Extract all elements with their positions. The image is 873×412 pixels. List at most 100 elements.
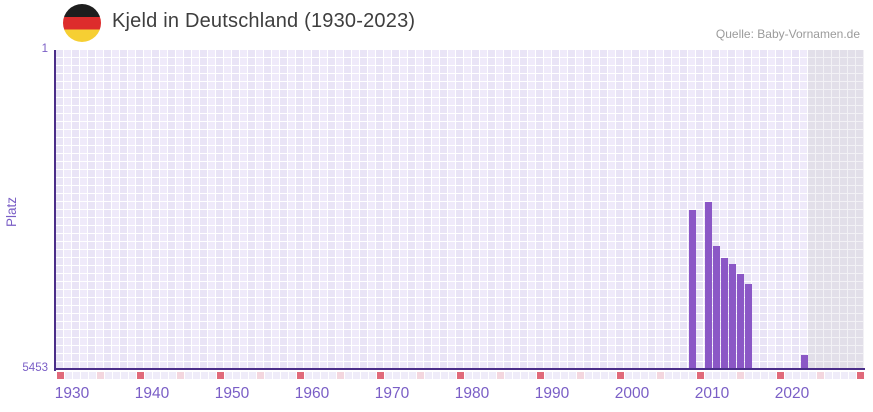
plot-area <box>56 50 864 369</box>
rank-bar-2013[interactable] <box>736 273 744 369</box>
timeline-cell <box>121 372 128 379</box>
chart-title: Kjeld in Deutschland (1930-2023) <box>112 10 416 32</box>
timeline-cell <box>193 372 200 379</box>
x-tick-label-1950: 1950 <box>214 385 250 402</box>
timeline-cell <box>201 372 208 379</box>
timeline-cell <box>809 372 816 379</box>
timeline-cell <box>409 372 416 379</box>
rank-bar-2021[interactable] <box>800 354 808 369</box>
decade-marker-cell <box>217 372 224 379</box>
timeline-cell <box>801 372 808 379</box>
timeline-cell <box>793 372 800 379</box>
timeline-cell <box>849 372 856 379</box>
timeline-cell <box>633 372 640 379</box>
x-tick-label-2020: 2020 <box>774 385 810 402</box>
mid-decade-marker-cell <box>97 372 104 379</box>
decade-marker-cell <box>697 372 704 379</box>
timeline-cell <box>473 372 480 379</box>
x-tick-label-1970: 1970 <box>374 385 410 402</box>
rank-bar-2012[interactable] <box>728 263 736 369</box>
mid-decade-marker-cell <box>737 372 744 379</box>
mid-decade-marker-cell <box>257 372 264 379</box>
rank-bar-2009[interactable] <box>704 202 712 369</box>
timeline-cell <box>89 372 96 379</box>
timeline-cell <box>233 372 240 379</box>
german-flag-icon <box>63 4 101 42</box>
timeline-cell <box>585 372 592 379</box>
timeline-cell <box>289 372 296 379</box>
decade-marker-cell <box>377 372 384 379</box>
x-tick-label-2000: 2000 <box>614 385 650 402</box>
timeline-cell <box>665 372 672 379</box>
timeline-cell <box>553 372 560 379</box>
y-axis-tick-top: 1 <box>41 43 48 55</box>
decade-marker-cell <box>137 372 144 379</box>
timeline-cell <box>465 372 472 379</box>
timeline-cell <box>729 372 736 379</box>
timeline-cell <box>505 372 512 379</box>
timeline-marker-strip <box>56 372 864 380</box>
x-tick-label-1980: 1980 <box>454 385 490 402</box>
x-tick-label-1960: 1960 <box>294 385 330 402</box>
decade-marker-cell <box>857 372 864 379</box>
timeline-cell <box>841 372 848 379</box>
timeline-cell <box>401 372 408 379</box>
timeline-cell <box>169 372 176 379</box>
timeline-cell <box>513 372 520 379</box>
timeline-cell <box>313 372 320 379</box>
timeline-cell <box>321 372 328 379</box>
timeline-cell <box>73 372 80 379</box>
timeline-cell <box>785 372 792 379</box>
rank-bar-2011[interactable] <box>720 258 728 369</box>
timeline-cell <box>721 372 728 379</box>
timeline-cell <box>249 372 256 379</box>
timeline-cell <box>481 372 488 379</box>
timeline-cell <box>625 372 632 379</box>
mid-decade-marker-cell <box>337 372 344 379</box>
timeline-cell <box>185 372 192 379</box>
timeline-cell <box>521 372 528 379</box>
timeline-cell <box>225 372 232 379</box>
timeline-cell <box>609 372 616 379</box>
x-tick-label-1990: 1990 <box>534 385 570 402</box>
timeline-cell <box>449 372 456 379</box>
timeline-cell <box>369 372 376 379</box>
timeline-cell <box>393 372 400 379</box>
timeline-cell <box>529 372 536 379</box>
timeline-cell <box>433 372 440 379</box>
rank-bar-2014[interactable] <box>744 283 752 369</box>
y-axis-line <box>54 50 56 371</box>
decade-marker-cell <box>617 372 624 379</box>
timeline-cell <box>425 372 432 379</box>
timeline-cell <box>601 372 608 379</box>
source-credit: Quelle: Baby-Vornamen.de <box>715 27 860 41</box>
x-tick-label-1930: 1930 <box>54 385 90 402</box>
timeline-cell <box>273 372 280 379</box>
timeline-cell <box>689 372 696 379</box>
timeline-cell <box>569 372 576 379</box>
timeline-cell <box>545 372 552 379</box>
timeline-cell <box>441 372 448 379</box>
rank-bar-2007[interactable] <box>688 210 696 369</box>
mid-decade-marker-cell <box>417 372 424 379</box>
timeline-cell <box>489 372 496 379</box>
timeline-cell <box>145 372 152 379</box>
timeline-cell <box>345 372 352 379</box>
timeline-cell <box>113 372 120 379</box>
mid-decade-marker-cell <box>177 372 184 379</box>
mid-decade-marker-cell <box>657 372 664 379</box>
timeline-cell <box>641 372 648 379</box>
x-tick-label-2010: 2010 <box>694 385 730 402</box>
decade-marker-cell <box>777 372 784 379</box>
timeline-cell <box>833 372 840 379</box>
timeline-cell <box>81 372 88 379</box>
timeline-cell <box>161 372 168 379</box>
decade-marker-cell <box>537 372 544 379</box>
rank-bar-2010[interactable] <box>712 246 720 369</box>
timeline-cell <box>561 372 568 379</box>
no-data-region <box>808 50 864 369</box>
decade-marker-cell <box>457 372 464 379</box>
timeline-cell <box>825 372 832 379</box>
x-axis-line <box>54 368 865 370</box>
